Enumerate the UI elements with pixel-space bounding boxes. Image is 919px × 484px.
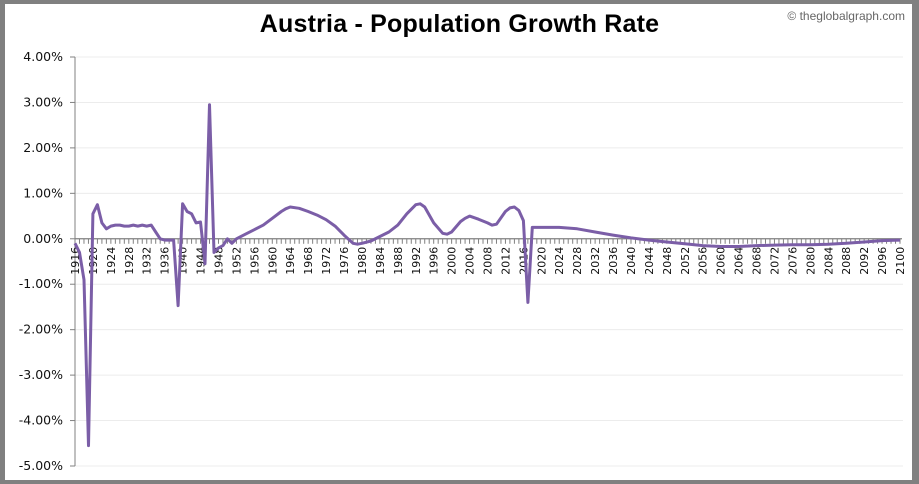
x-tick-label: 2000 <box>446 247 459 275</box>
x-tick-label: 2032 <box>589 247 602 275</box>
x-tick-label: 1996 <box>428 247 441 275</box>
x-tick-label: 2004 <box>464 247 477 275</box>
y-tick-label: 2.00% <box>23 140 63 155</box>
x-tick-label: 2080 <box>804 247 817 275</box>
x-tick-label: 2100 <box>894 247 907 275</box>
x-tick-label: 2048 <box>661 247 674 275</box>
x-tick-label: 1936 <box>159 247 172 275</box>
y-tick-label: -4.00% <box>19 413 63 428</box>
x-tick-label: 2088 <box>840 247 853 275</box>
x-tick-label: 2072 <box>768 247 781 275</box>
x-tick-label: 1964 <box>284 247 297 275</box>
x-tick-label: 2060 <box>715 247 728 275</box>
y-tick-label: -5.00% <box>19 458 63 473</box>
x-tick-label: 1992 <box>410 247 423 275</box>
growth-rate-line <box>73 103 901 448</box>
x-tick-label: 1984 <box>374 247 387 275</box>
x-tick-label: 1972 <box>320 247 333 275</box>
chart-title: Austria - Population Growth Rate <box>259 10 660 38</box>
x-tick-label: 2020 <box>535 247 548 275</box>
x-tick-label: 1976 <box>338 247 351 275</box>
y-tick-label: -3.00% <box>19 367 63 382</box>
x-tick-label: 1928 <box>123 247 136 275</box>
gridlines <box>75 56 903 467</box>
y-tick-label: 1.00% <box>23 185 63 200</box>
x-tick-label: 1932 <box>141 247 154 275</box>
x-axis: 1916 1920 1924 1928 1932 1936 1940 1944 1948 1952… <box>69 238 907 275</box>
x-tick-label: 2064 <box>733 247 746 275</box>
x-tick-label: 2036 <box>607 247 620 275</box>
x-tick-label: 1956 <box>248 247 261 275</box>
x-tick-label: 2052 <box>679 247 692 275</box>
x-tick-label: 2012 <box>499 247 512 275</box>
y-axis: 4.00% 3.00% 2.00% 1.00% 0.00% -1.00% -2.00% -3.… <box>19 49 76 473</box>
y-tick-label: 4.00% <box>23 49 63 64</box>
x-tick-label: 2028 <box>571 247 584 275</box>
x-tick-label: 1952 <box>230 247 243 275</box>
x-tick-label: 1980 <box>356 247 369 275</box>
x-tick-label: 2096 <box>876 247 889 275</box>
x-tick-label: 1988 <box>392 247 405 275</box>
x-tick-label: 1960 <box>266 247 279 275</box>
x-tick-label: 2024 <box>553 247 566 275</box>
x-tick-label: 2056 <box>697 247 710 275</box>
y-tick-label: 3.00% <box>23 94 63 109</box>
x-tick-label: 1948 <box>212 247 225 275</box>
x-tick-label: 2044 <box>643 247 656 275</box>
x-tick-label: 2076 <box>786 247 799 275</box>
x-tick-label: 1924 <box>105 247 118 275</box>
y-tick-label: 0.00% <box>23 231 63 246</box>
x-tick-label: 1968 <box>302 247 315 275</box>
x-tick-label: 2092 <box>858 247 871 275</box>
x-tick-label: 2008 <box>482 247 495 275</box>
x-tick-label: 2040 <box>625 247 638 275</box>
y-tick-label: -2.00% <box>19 322 63 337</box>
y-tick-label: -1.00% <box>19 276 63 291</box>
x-tick-label: 2084 <box>822 247 835 275</box>
credit-text: © theglobalgraph.com <box>787 9 905 23</box>
x-tick-label: 2068 <box>751 247 764 275</box>
